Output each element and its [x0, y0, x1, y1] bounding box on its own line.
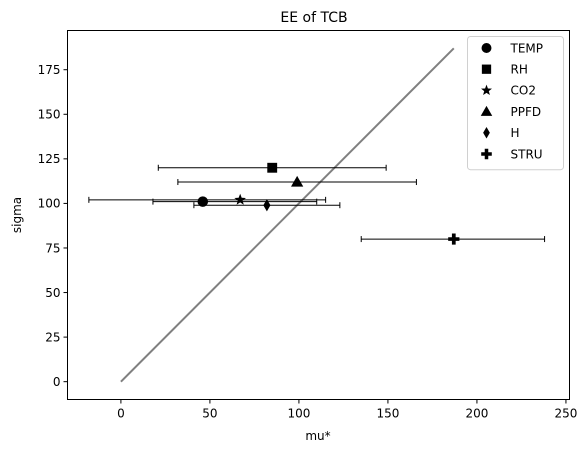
- point-stru: [448, 233, 460, 245]
- y-axis-title: sigma: [10, 197, 24, 233]
- legend-label-co2: CO2: [511, 84, 536, 98]
- y-tick-label: 175: [38, 63, 61, 77]
- legend-marker-co2: [481, 84, 492, 96]
- point-h: [263, 199, 271, 212]
- x-tick-label: 50: [202, 407, 217, 421]
- point-ppfd: [291, 175, 304, 187]
- legend-marker-temp: [481, 43, 492, 53]
- y-tick-label: 125: [38, 152, 61, 166]
- y-tick-label: 75: [45, 241, 60, 255]
- chart-title: EE of TCB: [280, 10, 347, 26]
- y-tick-label: 25: [45, 330, 60, 344]
- plot-area: [88, 47, 546, 383]
- x-axis-title: mu*: [305, 429, 330, 443]
- x-tick-label: 150: [376, 407, 399, 421]
- legend: TEMP RH CO2 PPFD H STRU: [467, 36, 564, 171]
- plot-frame: [67, 30, 570, 400]
- y-tick-label: 100: [38, 197, 61, 211]
- y-tick-label: 150: [38, 108, 61, 122]
- legend-marker-stru: [481, 148, 492, 160]
- y-tick-label: 50: [45, 286, 60, 300]
- legend-marker-h: [483, 127, 490, 139]
- y-axis: 0 25 50 75 100 125 150 175: [38, 63, 68, 389]
- point-co2: [234, 193, 246, 205]
- x-axis: 0 50 100 150 200 250: [117, 399, 577, 421]
- x-tick-label: 0: [117, 407, 125, 421]
- legend-label-ppfd: PPFD: [511, 105, 542, 119]
- legend-marker-rh: [481, 64, 492, 74]
- x-tick-label: 200: [465, 407, 488, 421]
- legend-label-rh: RH: [511, 63, 528, 77]
- point-temp: [197, 196, 209, 207]
- legend-label-h: H: [511, 126, 520, 140]
- y-tick-label: 0: [53, 375, 61, 389]
- point-rh: [267, 162, 278, 173]
- legend-box: [467, 36, 564, 171]
- legend-marker-ppfd: [480, 105, 493, 116]
- x-tick-label: 250: [554, 407, 577, 421]
- reference-line: [120, 47, 455, 383]
- legend-label-temp: TEMP: [510, 41, 544, 55]
- x-tick-label: 100: [287, 407, 310, 421]
- legend-label-stru: STRU: [511, 147, 543, 161]
